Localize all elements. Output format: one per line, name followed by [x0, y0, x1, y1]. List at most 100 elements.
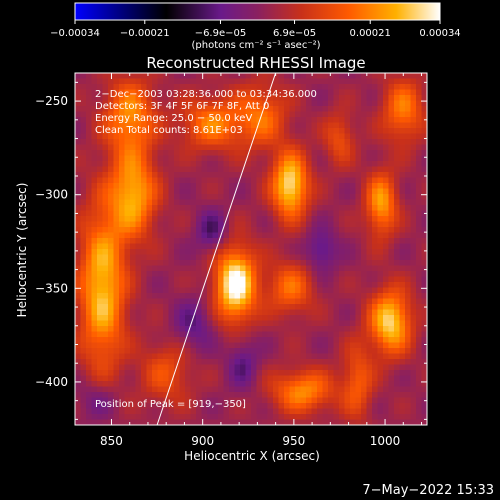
heatmap-cell: [86, 144, 92, 151]
heatmap-cell: [190, 183, 197, 189]
heatmap-cell: [185, 122, 191, 129]
heatmap-cell: [190, 375, 197, 382]
heatmap-cell: [339, 249, 345, 255]
heatmap-cell: [405, 133, 411, 140]
heatmap-cell: [124, 375, 131, 382]
heatmap-cell: [91, 304, 98, 310]
heatmap-cell: [196, 73, 202, 79]
heatmap-cell: [124, 348, 131, 354]
heatmap-cell: [75, 298, 81, 305]
heatmap-cell: [278, 89, 285, 96]
heatmap-cell: [394, 144, 400, 151]
heatmap-cell: [383, 414, 389, 420]
heatmap-cell: [273, 271, 279, 277]
heatmap-cell: [262, 282, 268, 288]
heatmap-cell: [361, 309, 367, 316]
heatmap-cell: [207, 150, 213, 156]
heatmap-cell: [273, 89, 279, 96]
heatmap-cell: [234, 194, 241, 200]
heatmap-cell: [256, 265, 263, 272]
heatmap-cell: [86, 287, 92, 294]
heatmap-cell: [80, 260, 87, 266]
heatmap-cell: [245, 227, 252, 233]
heatmap-cell: [240, 232, 246, 239]
heatmap-cell: [421, 348, 427, 354]
x-tick-label: 900: [191, 434, 214, 448]
heatmap-cell: [80, 359, 87, 365]
heatmap-cell: [267, 370, 274, 376]
heatmap-cell: [377, 320, 384, 327]
heatmap-cell: [416, 243, 422, 250]
heatmap-cell: [278, 287, 285, 294]
heatmap-cell: [262, 348, 268, 354]
heatmap-cell: [75, 243, 81, 250]
heatmap-cell: [218, 133, 224, 140]
heatmap-cell: [339, 326, 345, 332]
heatmap-cell: [113, 216, 120, 222]
heatmap-cell: [223, 111, 230, 118]
heatmap-cell: [212, 128, 219, 134]
heatmap-cell: [97, 144, 103, 151]
heatmap-cell: [80, 78, 87, 85]
heatmap-cell: [262, 386, 268, 393]
heatmap-cell: [75, 227, 81, 233]
heatmap-cell: [212, 293, 219, 299]
heatmap-cell: [339, 331, 345, 338]
heatmap-cell: [278, 315, 285, 321]
heatmap-cell: [229, 298, 235, 305]
heatmap-cell: [278, 144, 285, 151]
heatmap-cell: [262, 78, 268, 85]
heatmap-cell: [91, 172, 98, 178]
heatmap-cell: [223, 381, 230, 387]
heatmap-cell: [185, 249, 191, 255]
heatmap-cell: [223, 326, 230, 332]
heatmap-cell: [119, 370, 125, 376]
heatmap-cell: [234, 359, 241, 365]
heatmap-cell: [245, 392, 252, 398]
heatmap-cell: [201, 287, 208, 294]
heatmap-cell: [196, 392, 202, 398]
heatmap-cell: [328, 150, 334, 156]
heatmap-cell: [295, 293, 301, 299]
heatmap-cell: [240, 221, 246, 228]
heatmap-cell: [289, 100, 296, 107]
heatmap-cell: [212, 315, 219, 321]
heatmap-cell: [146, 155, 153, 162]
heatmap-cell: [152, 364, 158, 371]
heatmap-cell: [229, 155, 235, 162]
heatmap-cell: [394, 370, 400, 376]
heatmap-cell: [97, 293, 103, 299]
heatmap-cell: [278, 375, 285, 382]
heatmap-cell: [295, 84, 301, 90]
heatmap-cell: [218, 172, 224, 178]
heatmap-cell: [223, 95, 230, 101]
heatmap-cell: [322, 304, 329, 310]
heatmap-cell: [218, 199, 224, 206]
heatmap-cell: [201, 177, 208, 184]
heatmap-cell: [190, 128, 197, 134]
heatmap-cell: [306, 370, 312, 376]
heatmap-cell: [284, 309, 290, 316]
heatmap-cell: [223, 188, 230, 195]
heatmap-cell: [416, 232, 422, 239]
heatmap-cell: [317, 254, 323, 261]
heatmap-cell: [416, 95, 422, 101]
heatmap-cell: [240, 381, 246, 387]
heatmap-cell: [245, 84, 252, 90]
heatmap-cell: [421, 326, 427, 332]
heatmap-cell: [163, 249, 169, 255]
heatmap-cell: [179, 100, 186, 107]
heatmap-cell: [135, 304, 142, 310]
heatmap-cell: [339, 144, 345, 151]
heatmap-cell: [102, 331, 109, 338]
heatmap-cell: [306, 320, 312, 327]
heatmap-cell: [295, 265, 301, 272]
heatmap-cell: [201, 117, 208, 123]
heatmap-cell: [190, 111, 197, 118]
heatmap-cell: [344, 419, 351, 425]
heatmap-cell: [262, 359, 268, 365]
heatmap-cell: [113, 84, 120, 90]
heatmap-cell: [223, 144, 230, 151]
heatmap-cell: [339, 386, 345, 393]
heatmap-cell: [278, 177, 285, 184]
